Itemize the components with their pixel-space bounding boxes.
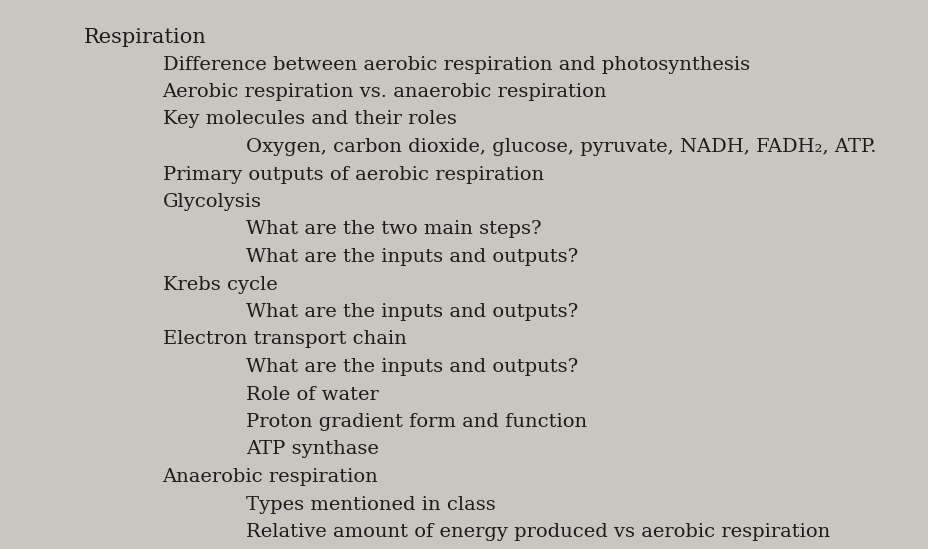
Text: What are the two main steps?: What are the two main steps?: [246, 221, 541, 238]
Text: Respiration: Respiration: [84, 28, 206, 47]
Text: ATP synthase: ATP synthase: [246, 440, 379, 458]
Text: Glycolysis: Glycolysis: [162, 193, 262, 211]
Text: Relative amount of energy produced vs aerobic respiration: Relative amount of energy produced vs ae…: [246, 523, 830, 541]
Text: Electron transport chain: Electron transport chain: [162, 330, 406, 349]
Text: Types mentioned in class: Types mentioned in class: [246, 496, 496, 513]
Text: What are the inputs and outputs?: What are the inputs and outputs?: [246, 248, 578, 266]
Text: What are the inputs and outputs?: What are the inputs and outputs?: [246, 358, 578, 376]
Text: Aerobic respiration vs. anaerobic respiration: Aerobic respiration vs. anaerobic respir…: [162, 83, 606, 101]
Text: Difference between aerobic respiration and photosynthesis: Difference between aerobic respiration a…: [162, 55, 749, 74]
Text: What are the inputs and outputs?: What are the inputs and outputs?: [246, 303, 578, 321]
Text: Anaerobic respiration: Anaerobic respiration: [162, 468, 378, 486]
Text: Oxygen, carbon dioxide, glucose, pyruvate, NADH, FADH₂, ATP.: Oxygen, carbon dioxide, glucose, pyruvat…: [246, 138, 876, 156]
Text: Krebs cycle: Krebs cycle: [162, 276, 277, 294]
Text: Primary outputs of aerobic respiration: Primary outputs of aerobic respiration: [162, 165, 543, 183]
Text: Proton gradient form and function: Proton gradient form and function: [246, 413, 586, 431]
Text: Role of water: Role of water: [246, 385, 379, 404]
Text: Key molecules and their roles: Key molecules and their roles: [162, 110, 456, 128]
